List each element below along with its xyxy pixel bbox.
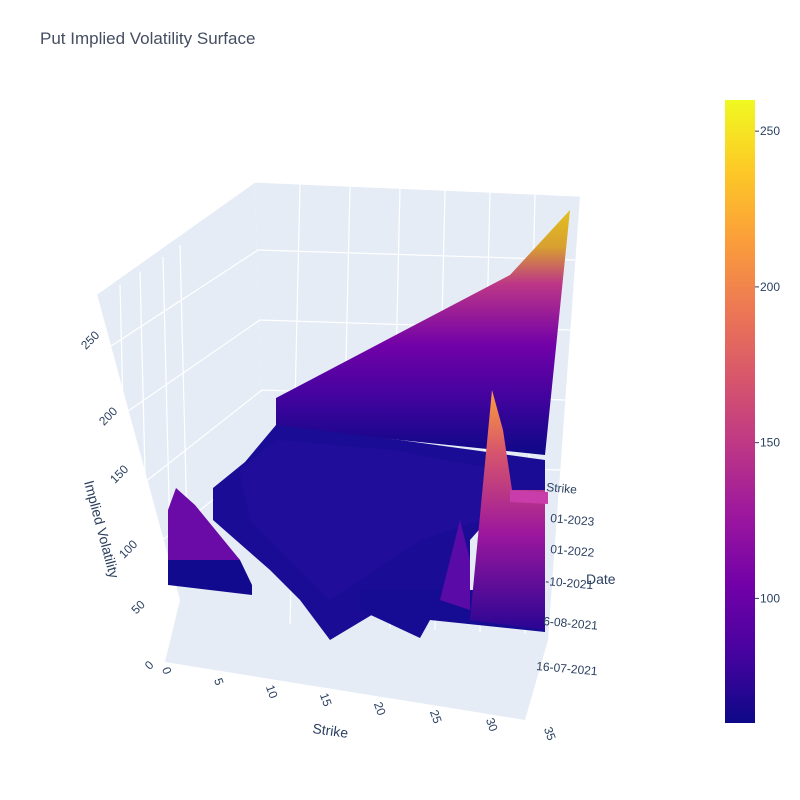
colorbar-tick-label: 250	[760, 124, 780, 138]
back-slope	[276, 210, 570, 455]
grid-line-left-1	[139, 271, 149, 593]
grid-line-z-1	[104, 249, 576, 351]
surface-mesh	[168, 210, 570, 640]
colorbar-tick-label: 150	[760, 436, 780, 450]
front-left-peak	[168, 488, 240, 560]
colorbar: 100 150 200 250	[725, 100, 780, 723]
z-tick-label: 150	[107, 462, 131, 486]
z-tick-label: 50	[128, 597, 148, 617]
x-tick-label: 5	[211, 676, 227, 687]
y-tick-label: 6-08-2021	[543, 614, 599, 633]
mid-sheet-shade	[240, 440, 500, 600]
grid-line-z-0	[96, 181, 581, 295]
z-tick-label: 0	[142, 658, 157, 673]
chart-title: Put Implied Volatility Surface	[40, 29, 256, 48]
right-spike	[470, 390, 545, 630]
y-tick-label: -10-2021	[545, 574, 594, 592]
y-tick-label: 01-2022	[550, 542, 595, 560]
colorbar-tick-label: 100	[760, 591, 780, 605]
y-axis-ticks: 16-07-2021 6-08-2021 -10-2021 01-2022 01-202…	[536, 480, 599, 678]
x-axis-title: Strike	[312, 720, 350, 741]
z-tick-label: 250	[78, 328, 102, 352]
y-tick-label: 01-2023	[550, 511, 595, 529]
small-spike	[440, 520, 470, 610]
z-axis-title: Implied Volatility	[81, 479, 122, 580]
floor-pane	[165, 560, 548, 720]
x-tick-label: 25	[427, 708, 445, 726]
z-tick-label: 200	[96, 404, 120, 428]
x-tick-label: 35	[541, 725, 559, 743]
grid-line-left-0	[119, 284, 129, 606]
colorbar-tick-label: 200	[760, 280, 780, 294]
x-tick-label: 15	[317, 691, 335, 709]
y-tick-label: 16-07-2021	[536, 659, 599, 678]
x-tick-label: 0	[159, 665, 175, 676]
x-tick-label: 10	[263, 683, 281, 701]
x-axis-ticks: 0 5 10 15 20 25 30 35	[159, 665, 559, 743]
right-ledge	[510, 490, 548, 504]
y-tick-label: Strike	[546, 480, 578, 497]
colorbar-gradient	[725, 100, 755, 723]
x-tick-label: 20	[371, 700, 389, 718]
y-axis-title: Date	[586, 571, 616, 587]
x-tick-label: 30	[483, 716, 501, 734]
z-tick-label: 100	[116, 537, 140, 561]
